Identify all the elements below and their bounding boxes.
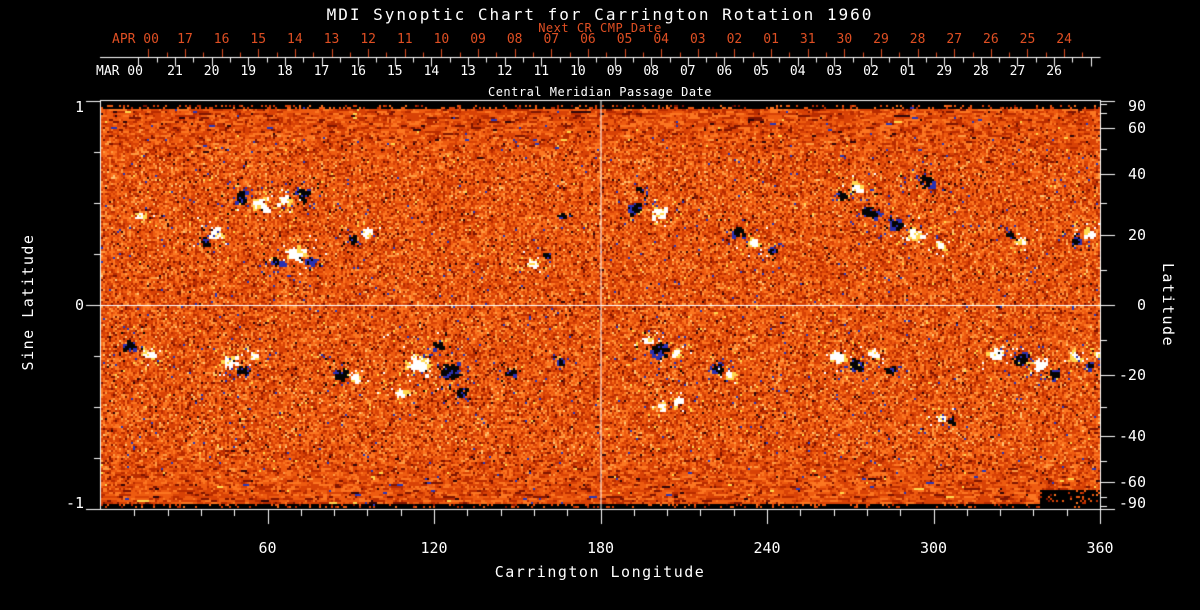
cmp-day-label: 11 — [533, 64, 550, 79]
left-tick-label: 1 — [74, 98, 84, 116]
right-tick-label: 0 — [1136, 296, 1146, 314]
next-cr-day-label: 15 — [250, 32, 267, 47]
next-cr-day-label: 30 — [836, 32, 853, 47]
cmp-day-label: 17 — [313, 64, 330, 79]
cmp-day-label: 27 — [1009, 64, 1026, 79]
left-tick-label: 0 — [74, 296, 84, 314]
cmp-day-label: 29 — [936, 64, 953, 79]
cmp-day-label: 10 — [570, 64, 586, 79]
cmp-day-label: 14 — [423, 64, 440, 79]
next-cr-day-label: 12 — [360, 32, 376, 47]
next-cr-day-label: 31 — [799, 32, 816, 47]
left-tick-label: -1 — [65, 494, 84, 512]
cmp-day-label: 08 — [643, 64, 660, 79]
next-cr-day-label: 17 — [177, 32, 193, 47]
cmp-day-label: 16 — [350, 64, 366, 79]
x-tick-label: 60 — [258, 539, 277, 557]
cmp-day-label: 20 — [203, 64, 220, 79]
next-cr-day-label: 10 — [433, 32, 450, 47]
next-cr-day-label: 09 — [470, 32, 486, 47]
right-y-axis-title: Latitude — [1159, 262, 1177, 348]
next-cr-day-label: 11 — [396, 32, 413, 47]
next-cr-day-label: 24 — [1056, 32, 1072, 47]
right-tick-label: -20 — [1118, 365, 1146, 384]
x-tick-label: 120 — [420, 539, 448, 557]
next-cr-day-label: 01 — [763, 32, 779, 47]
cmp-day-label: 03 — [826, 64, 843, 79]
next-cr-day-label: 08 — [506, 32, 523, 47]
next-cr-day-label: 02 — [726, 32, 743, 47]
cmp-axis-title: Central Meridian Passage Date — [487, 85, 712, 99]
cmp-day-label: 01 — [899, 64, 916, 79]
x-tick-label: 240 — [753, 539, 781, 557]
cmp-day-label: 06 — [716, 64, 733, 79]
cmp-day-label: 28 — [973, 64, 989, 79]
cmp-month-label: MAR 00 — [96, 64, 143, 79]
cmp-day-label: 04 — [789, 64, 806, 79]
next-cr-day-label: 06 — [580, 32, 596, 47]
next-cr-axis-title: Next CR CMP Date — [538, 21, 662, 35]
x-tick-label: 360 — [1086, 539, 1114, 557]
cmp-day-label: 19 — [240, 64, 257, 79]
next-cr-day-label: 04 — [653, 32, 670, 47]
cmp-day-label: 02 — [863, 64, 879, 79]
next-cr-day-label: 05 — [616, 32, 633, 47]
chart-title: MDI Synoptic Chart for Carrington Rotati… — [326, 5, 874, 24]
cmp-day-label: 18 — [277, 64, 293, 79]
cmp-day-label: 15 — [386, 64, 403, 79]
next-cr-day-label: 13 — [323, 32, 340, 47]
next-cr-day-label: 07 — [543, 32, 560, 47]
right-tick-label: 90 — [1127, 97, 1146, 115]
next-cr-month-label: APR 00 — [112, 32, 159, 47]
x-axis-title: Carrington Longitude — [494, 563, 706, 581]
right-tick-label: 20 — [1127, 226, 1146, 245]
cmp-day-label: 05 — [753, 64, 769, 79]
cmp-day-label: 12 — [496, 64, 513, 79]
cmp-day-label: 07 — [679, 64, 696, 79]
right-tick-label: 60 — [1127, 119, 1146, 138]
right-tick-label: -60 — [1118, 472, 1146, 491]
next-cr-day-label: 25 — [1019, 32, 1036, 47]
cmp-day-label: 13 — [460, 64, 476, 79]
cmp-day-label: 21 — [167, 64, 183, 79]
cmp-day-label: 26 — [1046, 64, 1062, 79]
next-cr-day-label: 03 — [689, 32, 706, 47]
next-cr-day-label: 26 — [983, 32, 999, 47]
next-cr-day-label: 27 — [946, 32, 963, 47]
next-cr-day-label: 29 — [873, 32, 889, 47]
next-cr-day-label: 14 — [287, 32, 303, 47]
right-tick-label: 40 — [1127, 164, 1146, 183]
right-tick-label: -40 — [1118, 427, 1146, 446]
cmp-day-label: 09 — [606, 64, 623, 79]
left-y-axis-title: Sine Latitude — [19, 233, 37, 371]
next-cr-day-label: 16 — [213, 32, 230, 47]
x-tick-label: 300 — [919, 539, 948, 557]
right-tick-label: -90 — [1118, 494, 1146, 512]
x-tick-label: 180 — [586, 539, 615, 557]
next-cr-day-label: 28 — [909, 32, 926, 47]
